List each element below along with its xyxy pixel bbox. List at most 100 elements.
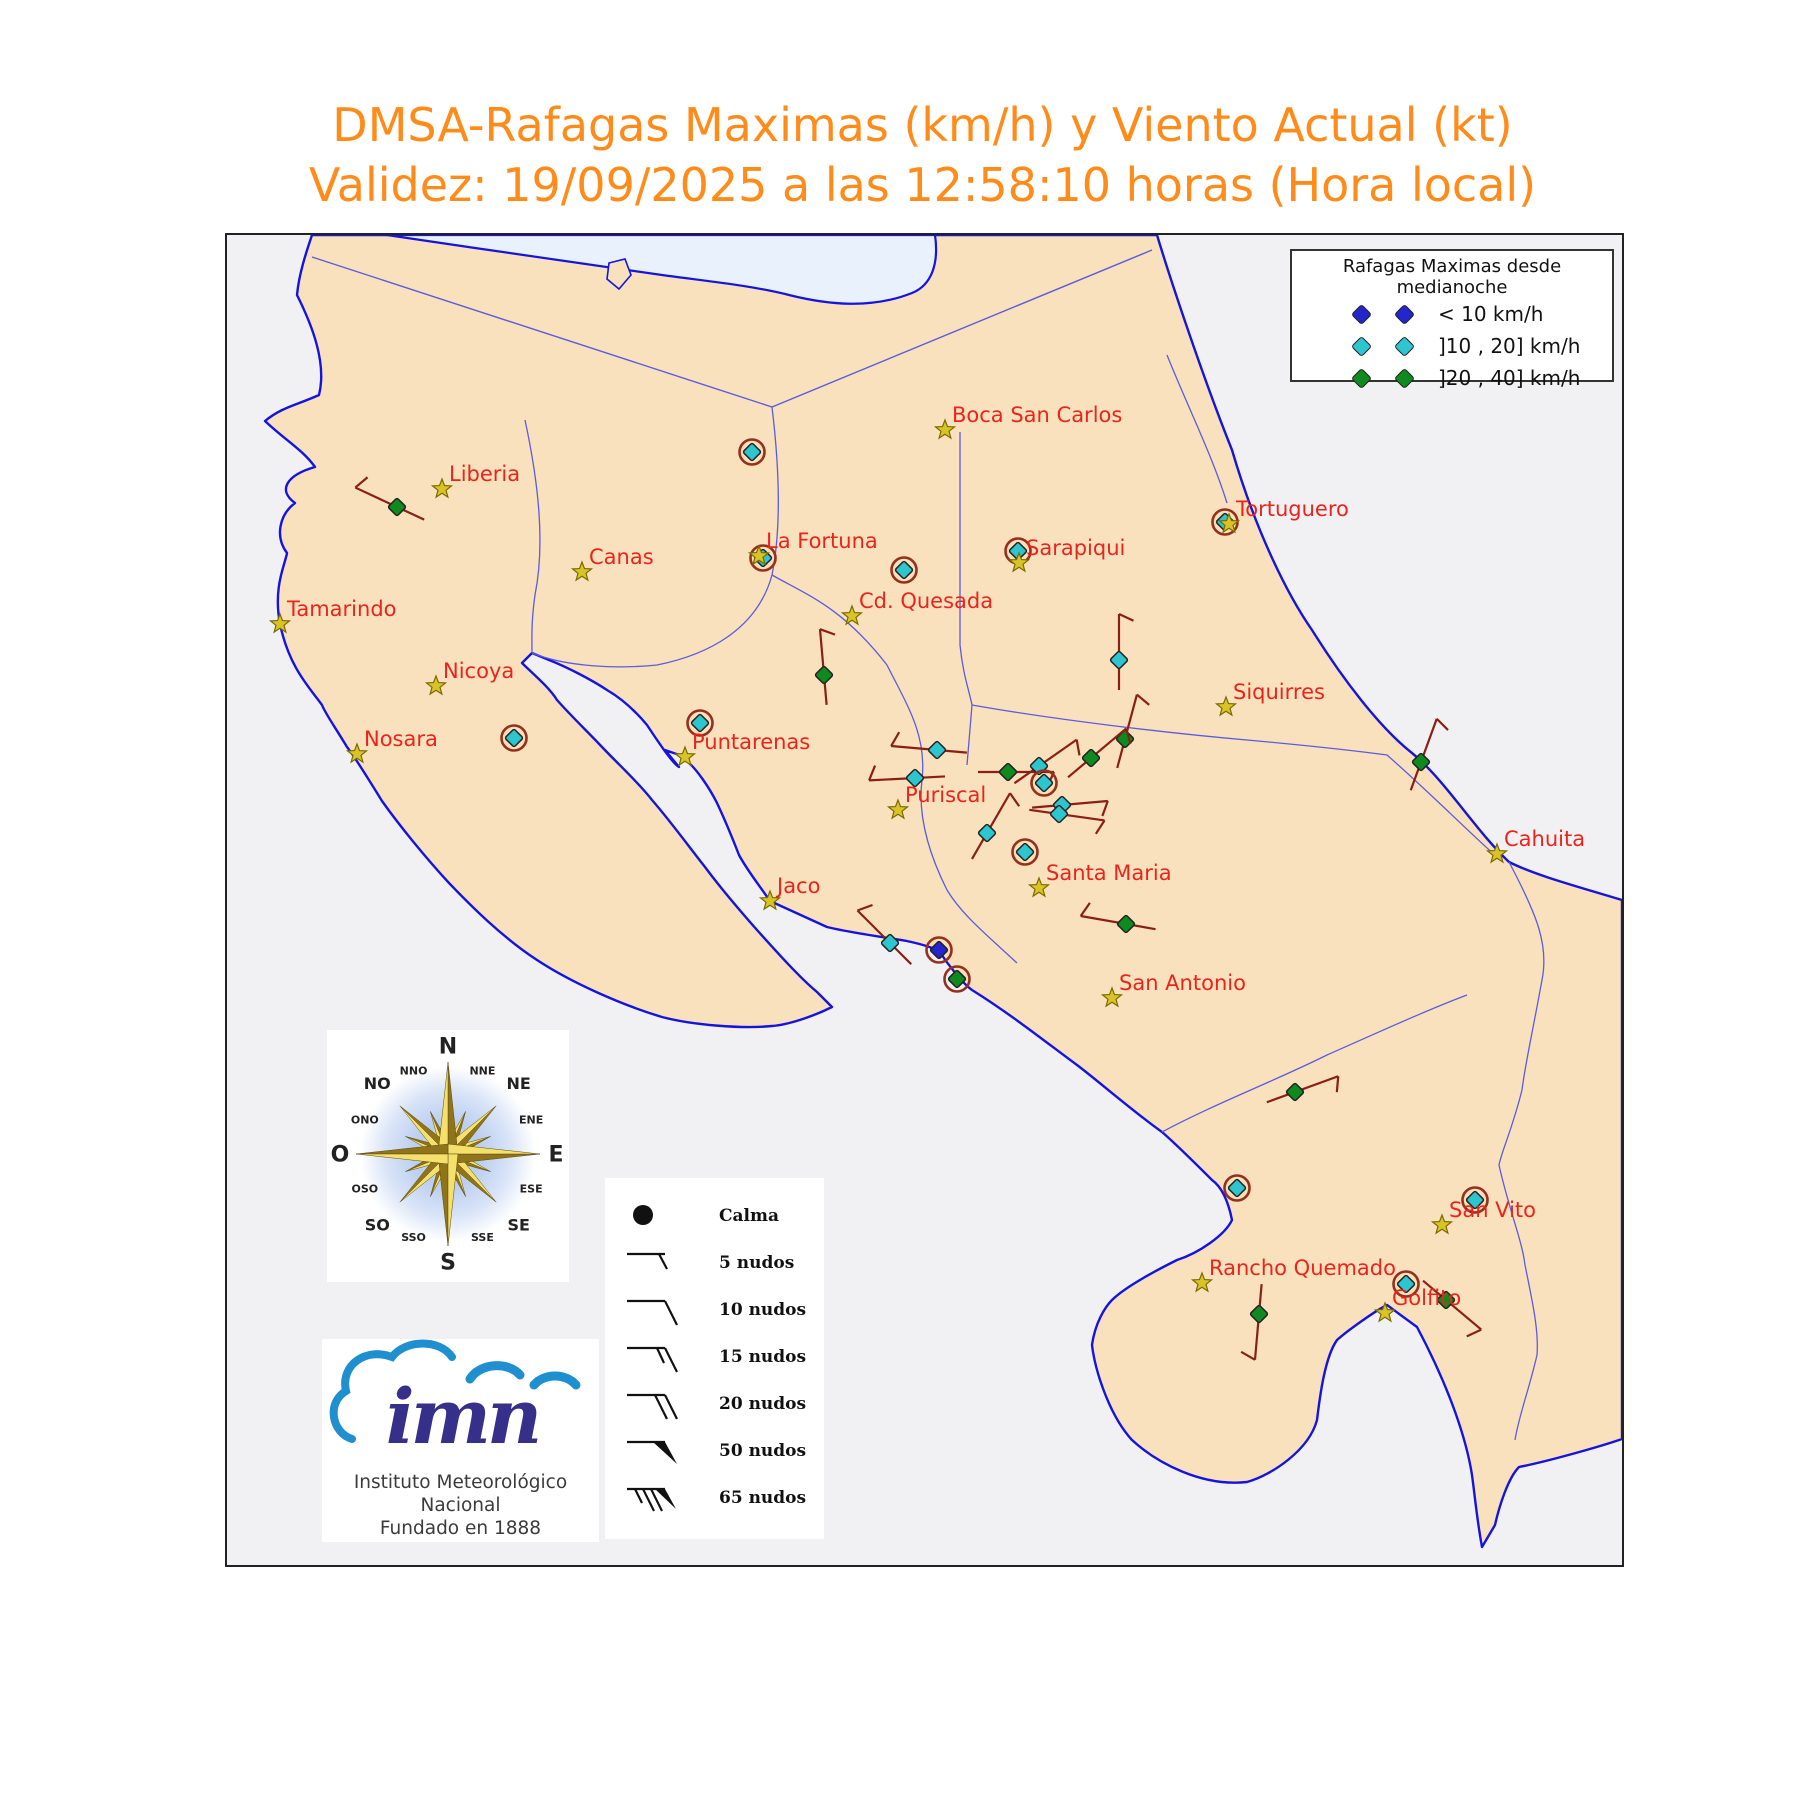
cloud-outline	[329, 1339, 456, 1443]
wind-barb-glyph-icon	[633, 1204, 653, 1225]
imn-name: Instituto Meteorológico Nacional	[353, 1472, 568, 1517]
city-marker: Jaco	[758, 874, 820, 911]
city-star-icon	[747, 544, 771, 566]
wind-scale-label: 5 nudos	[719, 1252, 795, 1273]
city-star-icon	[1485, 842, 1509, 864]
city-star-icon	[1190, 1271, 1214, 1293]
station-calm	[943, 965, 971, 993]
imn-acronym: imn	[386, 1372, 539, 1461]
legend-dot-icon	[1350, 367, 1373, 389]
city-star-icon	[1100, 986, 1124, 1008]
title-line-2: Validez: 19/09/2025 a las 12:58:10 horas…	[308, 157, 1537, 212]
wind-scale-label: 20 nudos	[719, 1393, 807, 1414]
wind-scale-item: Calma	[605, 1192, 824, 1239]
station-calm	[1223, 1174, 1251, 1202]
city-marker: Liberia	[430, 462, 520, 499]
legend-dot-icon	[1393, 303, 1416, 325]
city-star-icon	[570, 560, 594, 582]
cities-layer: Liberia Canas Tamarindo Nicoya Nosara Puntare…	[268, 403, 1585, 1323]
city-marker: Nicoya	[424, 659, 514, 696]
station-wind-barb	[1029, 804, 1106, 835]
wind-barb-glyph-icon	[627, 1440, 677, 1464]
compass-direction-label: NO	[364, 1074, 391, 1093]
map-frame: Liberia Canas Tamarindo Nicoya Nosara Puntare…	[225, 233, 1624, 1567]
city-star-icon	[1217, 512, 1241, 534]
station-calm	[1011, 838, 1039, 866]
city-label: Canas	[589, 545, 654, 569]
city-star-icon	[886, 798, 910, 820]
city-marker: Puntarenas	[673, 730, 810, 767]
wind-scale-label: Calma	[719, 1205, 780, 1226]
station-wind-barb	[971, 792, 1021, 860]
station-wind-barb	[1409, 717, 1449, 791]
wind-barb-glyph-icon	[627, 1393, 678, 1419]
city-marker: Tamarindo	[268, 597, 397, 634]
legend-item: ]10 , 20] km/h	[1292, 330, 1612, 362]
wind-barb-glyph-icon	[627, 1487, 676, 1511]
city-label: Cahuita	[1504, 827, 1585, 851]
wind-scale-item: 20 nudos	[605, 1380, 824, 1427]
lake-island	[606, 258, 632, 291]
wind-scale-item: 50 nudos	[605, 1427, 824, 1474]
city-marker: Siquirres	[1214, 680, 1325, 717]
lake-nicaragua	[386, 235, 938, 305]
city-star-icon	[933, 418, 957, 440]
legend-dot-icon	[1393, 367, 1416, 389]
stations-layer	[354, 438, 1489, 1361]
city-star-icon	[424, 674, 448, 696]
city-label: La Fortuna	[766, 529, 878, 553]
compass-direction-label: ONO	[351, 1113, 379, 1126]
station-calm	[925, 936, 953, 964]
station-calm	[686, 709, 714, 737]
gust-legend-rows: < 10 km/h]10 , 20] km/h]20 , 40] km/h	[1292, 298, 1612, 394]
city-label: Golfito	[1392, 1286, 1461, 1310]
station-wind-barb	[1422, 1279, 1482, 1338]
gust-legend-title: Rafagas Maximas desde medianoche	[1342, 256, 1562, 298]
wind-barb-legend: Calma 5 nudos 10 nudos 15 nudos 20 nudos 50 n…	[605, 1178, 824, 1539]
station-calm	[890, 556, 918, 584]
compass-direction-label: NE	[507, 1074, 531, 1093]
wind-scale-item: 15 nudos	[605, 1333, 824, 1380]
city-star-icon	[673, 745, 697, 767]
city-marker: Canas	[570, 545, 654, 582]
station-calm	[1392, 1270, 1420, 1298]
legend-item: < 10 km/h	[1292, 298, 1612, 330]
city-marker: San Vito	[1430, 1198, 1536, 1235]
compass-direction-label: OSO	[352, 1182, 379, 1195]
city-marker: Cd. Quesada	[840, 589, 993, 626]
title-line-1: DMSA-Rafagas Maximas (km/h) y Viento Act…	[332, 98, 1513, 152]
compass-direction-label: ENE	[519, 1113, 543, 1126]
city-marker: Tortuguero	[1217, 497, 1349, 534]
wind-scale-label: 15 nudos	[719, 1346, 807, 1367]
city-marker: Golfito	[1373, 1286, 1461, 1323]
compass-direction-label: O	[331, 1143, 350, 1168]
compass-rose-graphic: N NNE NE ENE E ESE SE SSE S SSO SO OSO O ONO NO NNO	[331, 1035, 564, 1276]
station-wind-barb	[890, 731, 967, 760]
station-wind-barb	[1067, 727, 1132, 779]
city-star-icon	[1373, 1301, 1397, 1323]
city-star-icon	[1027, 876, 1051, 898]
station-wind-barb	[354, 476, 425, 521]
wind-scale-label: 65 nudos	[719, 1487, 807, 1508]
city-star-icon	[758, 889, 782, 911]
compass-direction-label: NNE	[469, 1065, 495, 1078]
city-label: Siquirres	[1233, 680, 1325, 704]
city-marker: San Antonio	[1100, 971, 1246, 1008]
city-label: Puntarenas	[692, 730, 810, 754]
city-star-icon	[1007, 551, 1031, 573]
station-calm	[1461, 1186, 1489, 1214]
cloud-puff-1	[465, 1361, 525, 1384]
compass-direction-label: SSE	[471, 1231, 494, 1244]
city-marker: Boca San Carlos	[933, 403, 1122, 440]
compass-direction-label: S	[440, 1251, 456, 1276]
station-wind-barb	[814, 628, 836, 705]
station-wind-barb	[1240, 1284, 1269, 1361]
city-marker: Santa Maria	[1027, 861, 1172, 898]
station-wind-barb	[1109, 613, 1134, 690]
station-calm	[500, 724, 528, 752]
city-label: Liberia	[449, 462, 520, 486]
legend-dot-icon	[1393, 335, 1416, 357]
compass-direction-label: SSO	[401, 1231, 426, 1244]
station-wind-barb	[1079, 902, 1156, 934]
